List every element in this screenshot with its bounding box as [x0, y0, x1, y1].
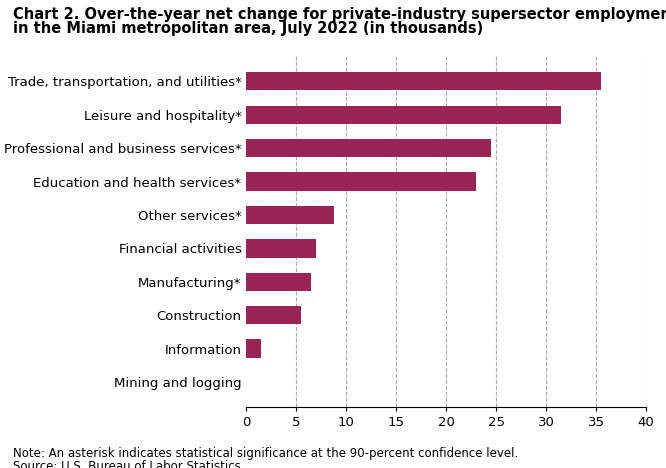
- Text: Chart 2. Over-the-year net change for private-industry supersector employment: Chart 2. Over-the-year net change for pr…: [13, 7, 666, 22]
- Bar: [246, 339, 261, 358]
- Bar: [246, 272, 312, 291]
- Bar: [246, 105, 561, 124]
- Bar: [246, 306, 301, 324]
- Bar: [246, 239, 316, 257]
- Text: in the Miami metropolitan area, July 2022 (in thousands): in the Miami metropolitan area, July 202…: [13, 21, 484, 36]
- Text: Note: An asterisk indicates statistical significance at the 90-percent confidenc: Note: An asterisk indicates statistical …: [13, 447, 519, 460]
- Text: Source: U.S. Bureau of Labor Statistics.: Source: U.S. Bureau of Labor Statistics.: [13, 460, 245, 468]
- Bar: [246, 139, 492, 157]
- Bar: [246, 206, 334, 224]
- Bar: [246, 172, 476, 191]
- Bar: [246, 72, 601, 90]
